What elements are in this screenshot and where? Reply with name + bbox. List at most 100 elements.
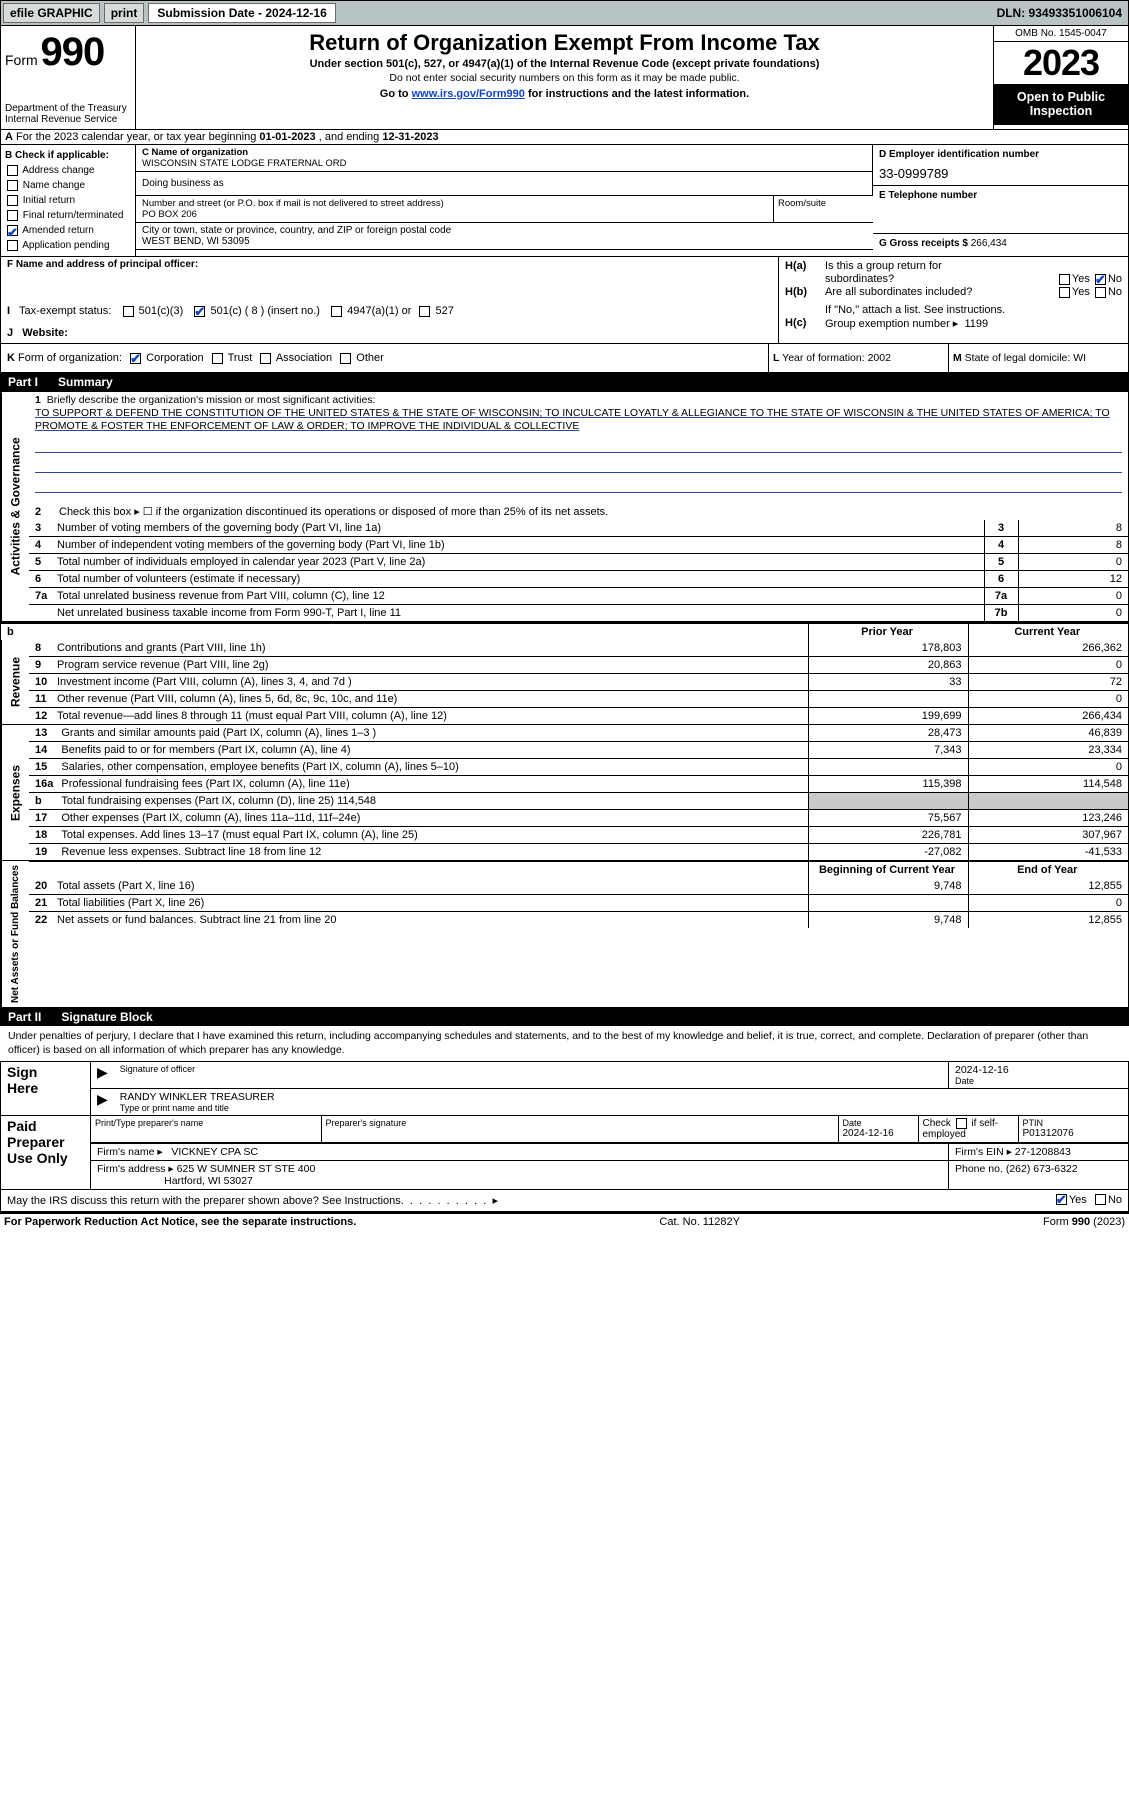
financial-row: 17Other expenses (Part IX, column (A), l… — [29, 810, 1128, 827]
col-b-checkbox[interactable] — [7, 240, 18, 251]
form-number: 990 — [40, 30, 104, 74]
i-4947-lbl: 4947(a)(1) or — [347, 305, 411, 317]
k-other-checkbox[interactable] — [340, 353, 351, 364]
officer-sign-date: 2024-12-16 — [955, 1064, 1122, 1076]
col-b-item: Application pending — [5, 238, 131, 253]
py-cy-header-table: b Prior Year Current Year — [1, 621, 1128, 640]
self-employed-checkbox[interactable] — [956, 1118, 967, 1129]
firm-name-lbl: Firm's name ▸ — [97, 1146, 163, 1158]
goto-tail: for instructions and the latest informat… — [528, 88, 749, 100]
col-c: C Name of organization WISCONSIN STATE L… — [136, 145, 873, 256]
col-b-checkbox[interactable] — [7, 165, 18, 176]
hb-note: If "No," attach a list. See instructions… — [825, 304, 1122, 316]
goto-prefix: Go to — [380, 88, 412, 100]
firm-ein: 27-1208843 — [1015, 1146, 1071, 1158]
room-lbl: Room/suite — [778, 198, 826, 209]
mission-statement: TO SUPPORT & DEFEND THE CONSTITUTION OF … — [35, 407, 1110, 432]
hc-lbl: H(c) — [785, 317, 825, 330]
col-b-checkbox[interactable] — [7, 195, 18, 206]
col-b-checkbox[interactable] — [7, 225, 18, 236]
expenses-table: 13Grants and similar amounts paid (Part … — [29, 725, 1128, 860]
block-fh: F Name and address of principal officer:… — [0, 256, 1129, 301]
row-a-label: A — [5, 131, 13, 143]
side-label-revenue: Revenue — [1, 640, 29, 724]
revenue-table: 8Contributions and grants (Part VIII, li… — [29, 640, 1128, 724]
side-label-net-assets: Net Assets or Fund Balances — [1, 861, 29, 1007]
ty-end: 12-31-2023 — [382, 131, 438, 143]
col-ij: I Tax-exempt status: 501(c)(3) 501(c) ( … — [1, 301, 778, 343]
col-b-item: Name change — [5, 178, 131, 193]
ty-text2: , and ending — [319, 131, 383, 143]
print-button[interactable]: print — [104, 3, 145, 23]
ty-text1: For the 2023 calendar year, or tax year … — [16, 131, 259, 143]
form-header: Form 990 Department of the Treasury Inte… — [0, 26, 1129, 130]
mission-blank-line-1 — [35, 437, 1122, 453]
nab-header-table: Beginning of Current Year End of Year — [29, 861, 1128, 878]
form-subtitle: Under section 501(c), 527, or 4947(a)(1)… — [142, 58, 987, 70]
goto-line: Go to www.irs.gov/Form990 for instructio… — [142, 88, 987, 100]
sign-arrow-1: ▶ — [91, 1061, 114, 1088]
gross-receipts-value: 266,434 — [971, 238, 1007, 249]
governance-row: Net unrelated business taxable income fr… — [29, 605, 1128, 622]
i-501c-checkbox[interactable] — [194, 306, 205, 317]
preparer-date-lbl: Date — [843, 1118, 914, 1128]
discuss-no-checkbox[interactable] — [1095, 1194, 1106, 1205]
l-lbl: L — [773, 352, 779, 364]
section-activities-governance: Activities & Governance 1 Briefly descri… — [1, 392, 1128, 621]
k-assoc-checkbox[interactable] — [260, 353, 271, 364]
i-501c3-checkbox[interactable] — [123, 306, 134, 317]
i-527-lbl: 527 — [436, 305, 454, 317]
preparer-signature-lbl: Preparer's signature — [326, 1118, 834, 1128]
financial-row: 11Other revenue (Part VIII, column (A), … — [29, 691, 1128, 708]
preparer-name-lbl: Print/Type preparer's name — [95, 1118, 317, 1128]
q1-num: 1 — [35, 394, 41, 406]
ha-yes-checkbox[interactable] — [1059, 274, 1070, 285]
ha-no-checkbox[interactable] — [1095, 274, 1106, 285]
c-name-lbl: C Name of organization — [142, 147, 248, 158]
part2-header: Part II Signature Block — [0, 1008, 1129, 1026]
col-de: D Employer identification number 33-0999… — [873, 145, 1128, 256]
m-txt: State of legal domicile: WI — [965, 352, 1086, 364]
current-year-header: Current Year — [968, 623, 1128, 641]
k-trust-checkbox[interactable] — [212, 353, 223, 364]
form990-url-link[interactable]: www.irs.gov/Form990 — [412, 88, 525, 100]
financial-row: 19Revenue less expenses. Subtract line 1… — [29, 844, 1128, 861]
col-h: H(a) Is this a group return for subordin… — [778, 257, 1128, 301]
col-f: F Name and address of principal officer: — [1, 257, 778, 301]
k-corp-lbl: Corporation — [146, 352, 203, 364]
paid-lbl3: Use Only — [7, 1150, 68, 1166]
financial-row: 22Net assets or fund balances. Subtract … — [29, 912, 1128, 929]
col-h-lower: If "No," attach a list. See instructions… — [778, 301, 1128, 343]
omb-number: OMB No. 1545-0047 — [994, 26, 1128, 42]
discuss-yes-checkbox[interactable] — [1056, 1194, 1067, 1205]
i-4947-checkbox[interactable] — [331, 306, 342, 317]
q2-txt: Check this box ▸ ☐ if the organization d… — [59, 505, 1124, 518]
i-lbl: I — [7, 305, 10, 317]
paid-lbl1: Paid — [7, 1118, 37, 1134]
form-header-left: Form 990 Department of the Treasury Inte… — [1, 26, 136, 129]
form-year: 2023 — [994, 42, 1128, 84]
i-txt: Tax-exempt status: — [19, 305, 111, 317]
governance-number-table: 3Number of voting members of the governi… — [29, 520, 1128, 621]
form-header-right: OMB No. 1545-0047 2023 Open to Public In… — [993, 26, 1128, 129]
dept-treasury: Department of the Treasury — [5, 103, 131, 114]
financial-row: 10Investment income (Part VIII, column (… — [29, 674, 1128, 691]
i-527-checkbox[interactable] — [419, 306, 430, 317]
hb-txt: Are all subordinates included? — [825, 286, 1057, 298]
q2-num: 2 — [35, 506, 59, 518]
firm-name: VICKNEY CPA SC — [171, 1146, 258, 1158]
k-txt: Form of organization: — [18, 352, 122, 364]
org-name: WISCONSIN STATE LODGE FRATERNAL ORD — [142, 158, 346, 169]
mission-blank-line-3 — [35, 477, 1122, 493]
efile-graphic-label: efile GRAPHIC — [3, 3, 100, 23]
ty-begin: 01-01-2023 — [259, 131, 315, 143]
discuss-yes-lbl: Yes — [1069, 1194, 1087, 1206]
col-b-checkbox[interactable] — [7, 210, 18, 221]
hb-no-checkbox[interactable] — [1095, 287, 1106, 298]
col-b-checkbox[interactable] — [7, 180, 18, 191]
hb-yes-checkbox[interactable] — [1059, 287, 1070, 298]
col-b-heading: B Check if applicable: — [5, 148, 131, 163]
k-corp-checkbox[interactable] — [130, 353, 141, 364]
governance-row: 5Total number of individuals employed in… — [29, 554, 1128, 571]
firm-phone: (262) 673-6322 — [1006, 1163, 1078, 1175]
